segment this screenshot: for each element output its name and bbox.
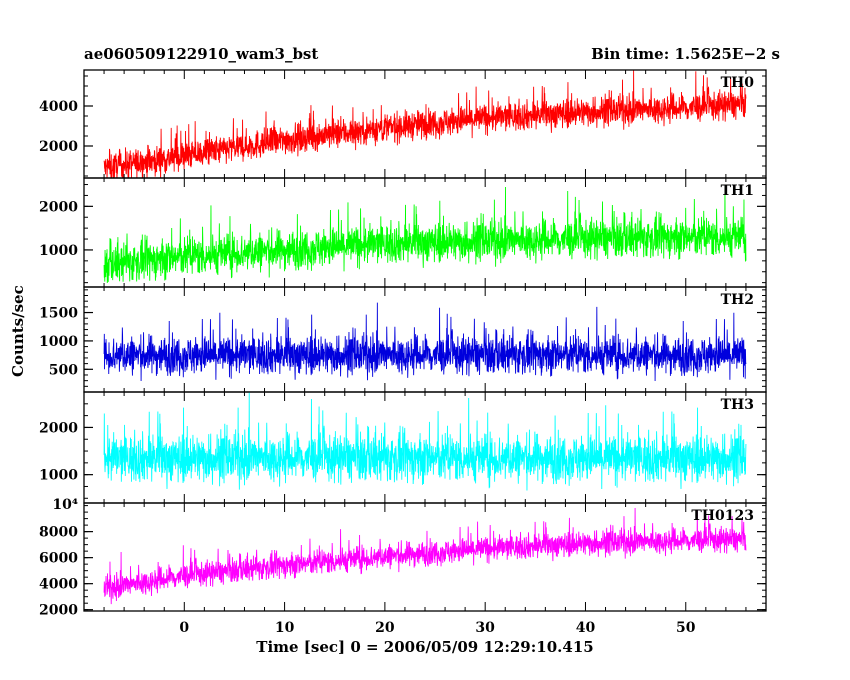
y-tick-label: 1000 [39, 334, 78, 350]
y-tick-label: 2000 [39, 139, 78, 155]
y-tick-label: 4000 [39, 99, 78, 115]
panel-label-th2: TH2 [721, 292, 754, 308]
panel-label-th3: TH3 [721, 397, 754, 413]
x-tick-label: 40 [576, 620, 596, 636]
series-line-th0123 [103, 507, 747, 605]
y-tick-label: 1500 [39, 306, 78, 322]
x-axis-label: Time [sec] 0 = 2006/05/09 12:29:10.415 [256, 638, 594, 656]
panel-label-th0: TH0 [721, 75, 755, 91]
panel-label-th0123: TH0123 [691, 508, 754, 524]
y-tick-label: 6000 [39, 551, 78, 567]
x-tick-label: 0 [179, 620, 189, 636]
x-tick-label: 10 [275, 620, 295, 636]
x-tick-label: 30 [475, 620, 495, 636]
x-tick-label: 50 [676, 620, 696, 636]
series-line-th1 [103, 187, 747, 283]
y-tick-label: 2000 [39, 199, 78, 215]
x-tick-label: 20 [375, 620, 395, 636]
series-line-th3 [103, 392, 747, 491]
y-tick-label: 2000 [39, 420, 78, 436]
y-tick-label: 500 [49, 362, 78, 378]
panel-label-th1: TH1 [721, 183, 754, 199]
y-tick-label: 8000 [39, 525, 78, 541]
y-tick-label: 2000 [39, 603, 78, 619]
y-tick-label: 1000 [39, 243, 78, 259]
y-scale-label: 10⁴ [52, 497, 78, 513]
y-tick-label: 4000 [39, 577, 78, 593]
series-line-th0 [103, 70, 747, 178]
bin-time-label: Bin time: 1.5625E−2 s [591, 45, 780, 63]
chart-title: ae060509122910_wam3_bst [84, 45, 319, 63]
series-line-th2 [103, 302, 747, 382]
y-tick-label: 1000 [39, 468, 78, 484]
